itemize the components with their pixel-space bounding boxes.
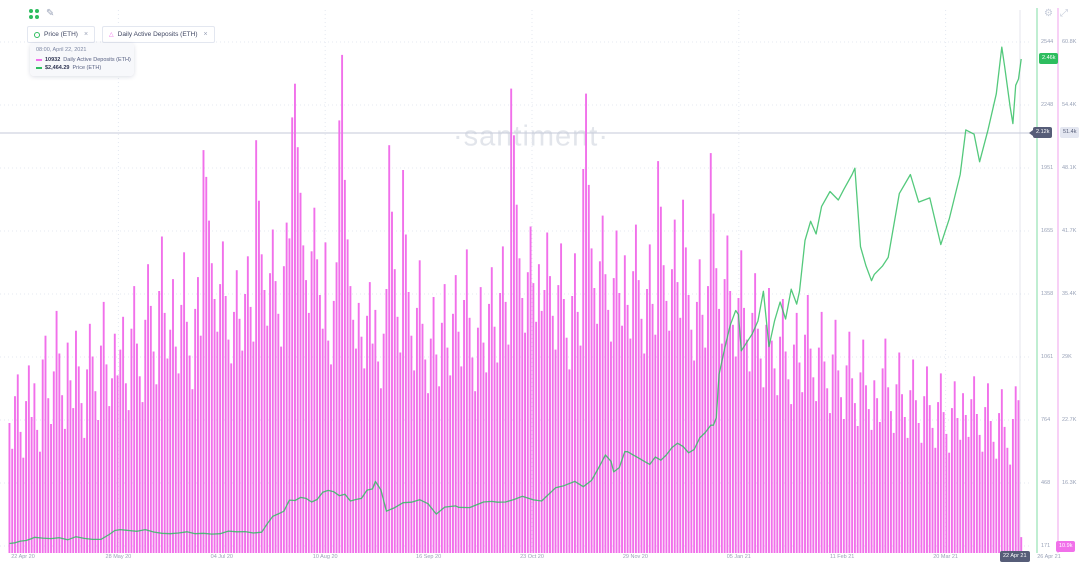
- tooltip-label: Daily Active Deposits (ETH): [63, 57, 131, 63]
- deposits-current-value-badge: 10.9k: [1056, 541, 1076, 552]
- metric-pill-daily-active-deposits[interactable]: △ Daily Active Deposits (ETH) ×: [102, 26, 215, 43]
- chart-tooltip: 08:00, April 22, 2021 10932 Daily Active…: [30, 43, 134, 76]
- price-marker-icon: [34, 31, 40, 38]
- metric-pill-label: Price (ETH): [44, 31, 78, 38]
- crosshair-deposits-badge: 51.4k: [1060, 127, 1080, 138]
- price-series-swatch: [36, 67, 42, 69]
- remove-metric-icon[interactable]: ×: [203, 31, 208, 38]
- active-metrics-bar: Price (ETH) × △ Daily Active Deposits (E…: [27, 26, 215, 43]
- explorer-icon[interactable]: [29, 9, 39, 19]
- metric-pill-price[interactable]: Price (ETH) ×: [27, 26, 96, 43]
- metric-pill-label: Daily Active Deposits (ETH): [117, 31, 198, 38]
- tooltip-row-price: $2,464.29 Price (ETH): [36, 65, 128, 71]
- edit-icon[interactable]: ✎: [46, 8, 55, 19]
- tooltip-label: Price (ETH): [72, 65, 102, 71]
- santiment-watermark: ·santiment·: [452, 120, 610, 153]
- tooltip-value: $2,464.29: [45, 65, 70, 71]
- deposits-series-swatch: [36, 59, 42, 61]
- tooltip-row-deposits: 10932 Daily Active Deposits (ETH): [36, 57, 131, 63]
- crosshair-date-badge: 22 Apr 21: [1000, 551, 1030, 562]
- remove-metric-icon[interactable]: ×: [83, 31, 89, 38]
- tooltip-value: 10932: [45, 57, 61, 63]
- price-current-value-badge: 2.46k: [1039, 53, 1059, 64]
- crosshair-price-badge: 2.12k: [1033, 127, 1053, 138]
- deposits-marker-icon: △: [109, 31, 114, 38]
- settings-icon[interactable]: ⚙: [1044, 8, 1053, 19]
- tooltip-timestamp: 08:00, April 22, 2021: [36, 47, 87, 53]
- fullscreen-icon[interactable]: ⤢: [1060, 8, 1068, 19]
